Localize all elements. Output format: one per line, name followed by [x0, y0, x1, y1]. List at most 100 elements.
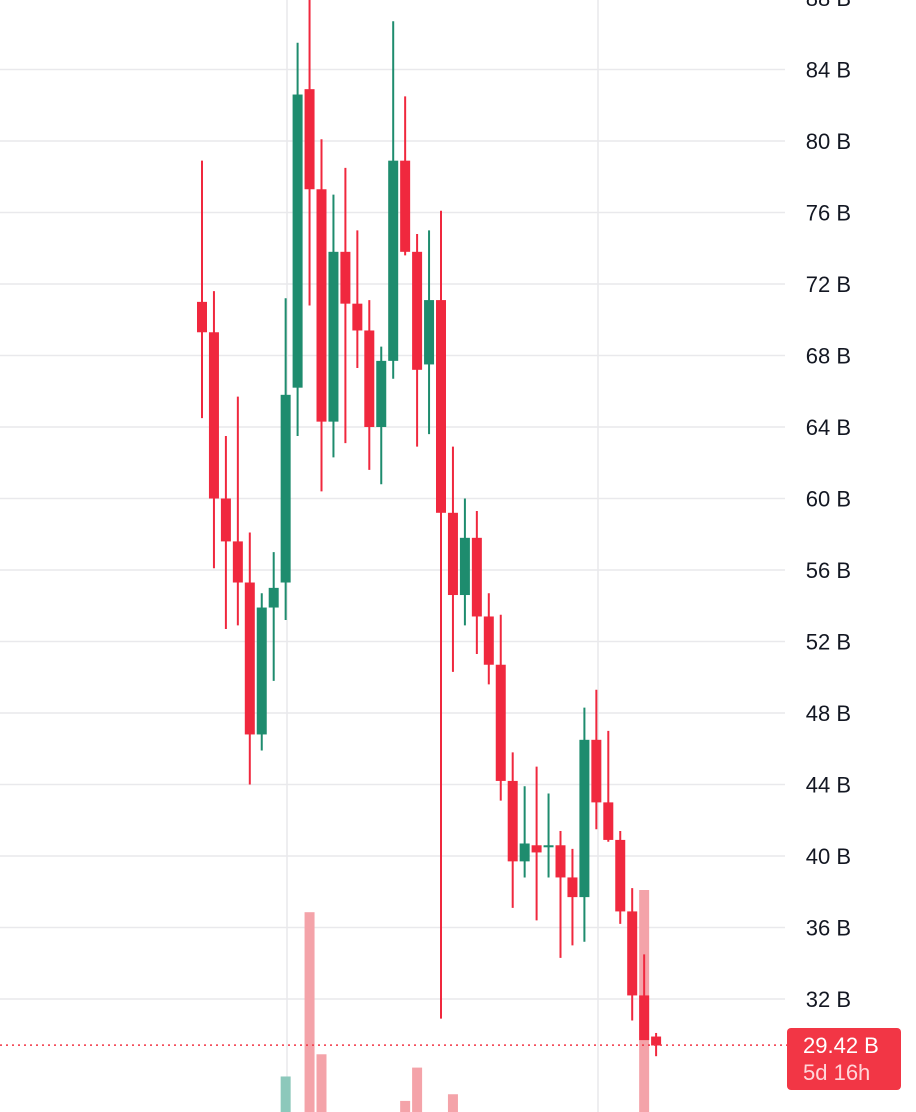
candle-body [352, 303, 363, 331]
candle[interactable] [364, 300, 375, 470]
candle[interactable] [197, 160, 207, 419]
y-tick-label: 36 B [806, 916, 851, 941]
y-tick-label: 40 B [806, 844, 851, 869]
candle-body [495, 664, 506, 781]
candle[interactable] [424, 230, 435, 435]
current-price-badge: 29.42 B 5d 16h [787, 1028, 901, 1090]
candle-body [280, 394, 291, 583]
candle[interactable] [459, 498, 470, 626]
candle[interactable] [280, 298, 291, 621]
candle[interactable] [603, 730, 614, 842]
candle[interactable] [292, 42, 303, 436]
candle-body [579, 739, 590, 898]
candle[interactable] [615, 830, 626, 924]
candle[interactable] [591, 689, 602, 830]
candle[interactable] [376, 346, 387, 485]
candle[interactable] [256, 593, 267, 751]
candle[interactable] [316, 139, 327, 492]
candle-body [364, 330, 375, 427]
candle-body [232, 541, 243, 583]
candle[interactable] [436, 210, 446, 1019]
candle[interactable] [268, 552, 279, 681]
y-tick-label: 44 B [806, 773, 851, 798]
candle-body [519, 843, 530, 862]
candle[interactable] [400, 96, 411, 256]
y-tick-label: 48 B [806, 701, 851, 726]
candle-body [388, 160, 399, 361]
candle[interactable] [639, 954, 650, 1041]
candle-body [304, 89, 315, 190]
candle[interactable] [208, 291, 219, 569]
candle-body [400, 160, 411, 252]
candle-body [603, 802, 614, 840]
candle-body [328, 251, 339, 422]
candle-body [567, 877, 578, 898]
candle[interactable] [531, 766, 542, 921]
candle-body [220, 498, 231, 542]
y-tick-label: 56 B [806, 558, 851, 583]
candle-body [627, 911, 638, 996]
candle[interactable] [304, 0, 315, 306]
candle-body [639, 995, 650, 1041]
vertical-gridlines [286, 0, 599, 1112]
candle-body [459, 537, 470, 596]
candle[interactable] [471, 511, 482, 655]
candle[interactable] [567, 848, 578, 946]
candle-body [615, 839, 626, 912]
candle-body [268, 587, 279, 608]
candle-body [376, 360, 387, 427]
candle[interactable] [232, 396, 243, 626]
candles[interactable] [197, 0, 662, 1057]
y-tick-label: 84 B [806, 58, 851, 83]
candle[interactable] [388, 21, 399, 379]
candle[interactable] [483, 593, 494, 685]
candle[interactable] [244, 532, 255, 785]
candle-body [543, 845, 554, 848]
volume-bar [412, 1067, 423, 1112]
candle-body [436, 300, 446, 513]
candle[interactable] [543, 793, 554, 878]
candle[interactable] [495, 614, 506, 801]
candle-body [340, 251, 351, 304]
candle-body [507, 780, 518, 862]
candle[interactable] [627, 888, 638, 1021]
volume-bar [400, 1100, 411, 1112]
price-axis[interactable]: 32 B 36 B 40 B 44 B 48 B 52 B 56 B 60 B 64 B 68 B… [806, 0, 851, 1012]
y-tick-label: 68 B [806, 344, 851, 369]
candle-body [292, 94, 303, 388]
candle[interactable] [340, 167, 351, 444]
bar-countdown-label: 5d 16h [803, 1060, 871, 1085]
candle[interactable] [519, 786, 530, 878]
candle[interactable] [651, 1032, 662, 1057]
volume-bar [304, 912, 315, 1112]
candle-body [208, 332, 219, 499]
volume-bar [447, 1094, 458, 1112]
candle[interactable] [412, 233, 423, 447]
volume-bars [280, 890, 650, 1112]
candle[interactable] [328, 194, 339, 458]
candle-body [531, 845, 542, 853]
candle[interactable] [220, 435, 231, 629]
y-tick-label: 72 B [806, 272, 851, 297]
candle-body [424, 300, 435, 365]
candle-body [412, 251, 423, 370]
candle[interactable] [555, 830, 566, 958]
candle-body [591, 739, 602, 803]
candle-body [483, 616, 494, 665]
candle[interactable] [579, 707, 590, 942]
candle-body [244, 582, 255, 735]
y-tick-label: 32 B [806, 987, 851, 1012]
candle-body [447, 512, 458, 596]
candle-body [471, 537, 482, 617]
y-tick-label: 76 B [806, 201, 851, 226]
candle-body [316, 189, 327, 422]
y-tick-label: 64 B [806, 415, 851, 440]
candle[interactable] [447, 446, 458, 672]
volume-bar [280, 1076, 291, 1112]
candle[interactable] [507, 752, 518, 908]
y-tick-label: 52 B [806, 630, 851, 655]
candle[interactable] [352, 230, 363, 369]
y-tick-label: 60 B [806, 487, 851, 512]
candle-body [555, 845, 566, 878]
